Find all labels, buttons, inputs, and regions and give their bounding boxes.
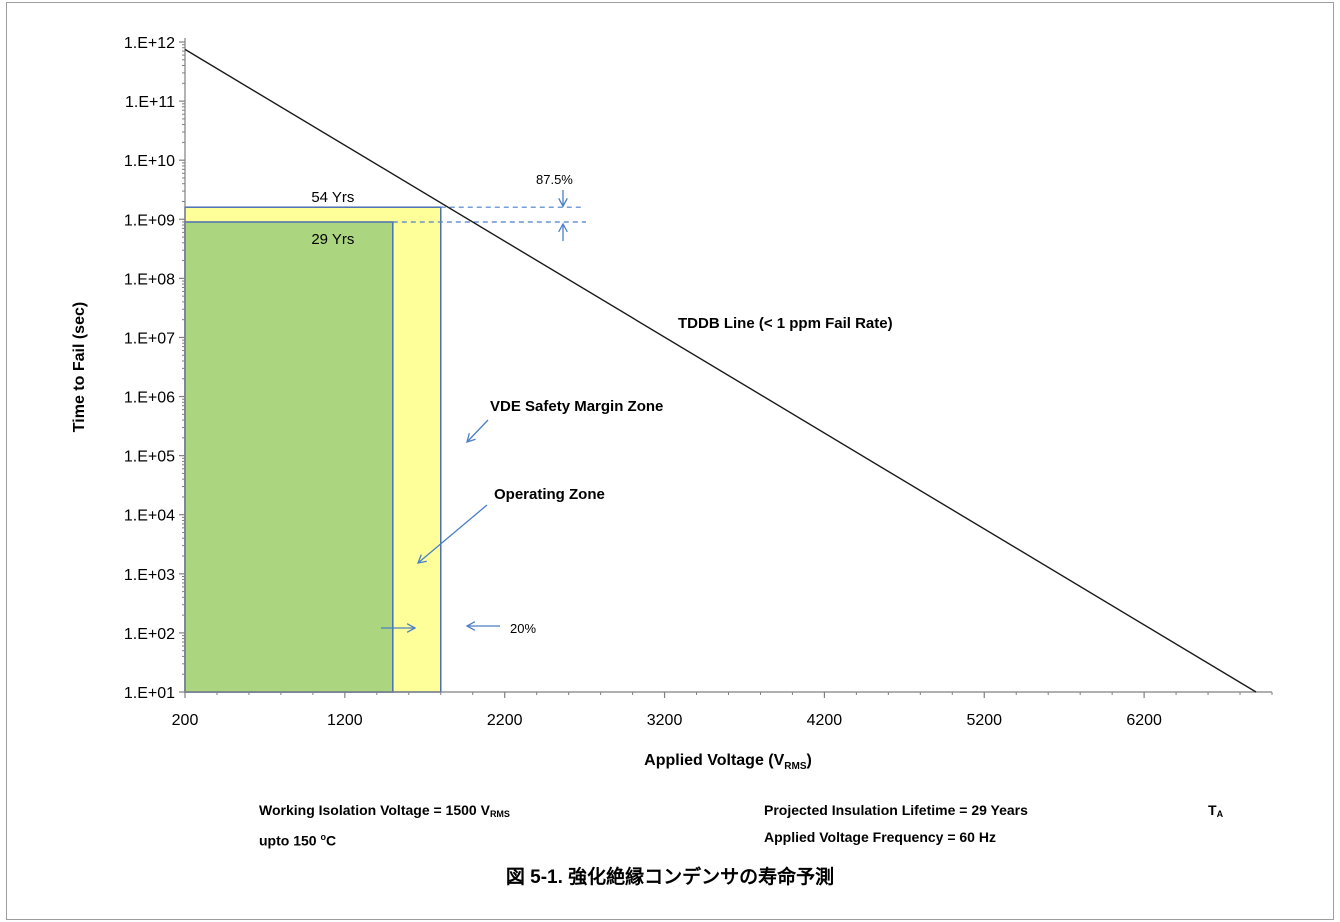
- vde-zone-pointer: [466, 419, 489, 443]
- time-margin-arrow-down-head: [558, 198, 568, 208]
- y-tick-label: 1.E+05: [124, 449, 175, 466]
- x-tick-label: 200: [172, 712, 199, 729]
- x-tick-label: 5200: [966, 712, 1002, 729]
- time-margin-arrow-up-head: [558, 222, 568, 233]
- working-isolation-voltage: Working Isolation Voltage = 1500 VRMS: [259, 802, 510, 819]
- annotation-lines-layer: [381, 190, 586, 633]
- y-tick-label: 1.E+06: [124, 390, 175, 407]
- operating-zone-pointer: [417, 504, 488, 564]
- x-tick-label: 6200: [1126, 712, 1162, 729]
- operating-zone-label: Operating Zone: [494, 486, 605, 503]
- x-tick-label: 1200: [327, 712, 363, 729]
- voltage-frequency: Applied Voltage Frequency = 60 Hz: [764, 829, 996, 845]
- tddb-label: TDDB Line (< 1 ppm Fail Rate): [678, 315, 893, 332]
- temperature-range: upto 150 oC: [259, 832, 337, 849]
- x-tick-label: 2200: [487, 712, 523, 729]
- y-tick-label: 1.E+10: [124, 153, 175, 170]
- y-tick-label: 1.E+03: [124, 567, 175, 584]
- voltage-margin-arrow-right-head: [406, 623, 417, 633]
- labels-layer: 54 Yrs 29 Yrs 1.E+01 1.E+02 1.E+03 1.E+04 1.E+…: [71, 35, 1162, 772]
- voltage-margin-percent: 20%: [510, 621, 536, 636]
- x-tick-label: 4200: [807, 712, 843, 729]
- tddb-line: [184, 48, 1257, 693]
- y-tick-label: 1.E+01: [124, 685, 175, 702]
- chart-frame: [6, 2, 1334, 920]
- ambient-temperature-label: TA: [1208, 802, 1224, 819]
- vde-zone-pointer-head: [466, 433, 476, 443]
- y-axis-title: Time to Fail (sec): [71, 302, 88, 432]
- voltage-margin-arrow-left-head: [465, 621, 476, 631]
- y-tick-label: 1.E+07: [124, 330, 175, 347]
- projected-lifetime: Projected Insulation Lifetime = 29 Years: [764, 802, 1028, 818]
- x-axis-title: Applied Voltage (VRMS): [644, 752, 812, 772]
- y-tick-label: 1.E+08: [124, 271, 175, 288]
- y-tick-label: 1.E+09: [124, 212, 175, 229]
- zone-rect-operating: [184, 221, 394, 693]
- zone-label-operating: 29 Yrs: [311, 231, 354, 248]
- vde-zone-label: VDE Safety Margin Zone: [490, 398, 663, 415]
- figure-caption: 図 5-1. 強化絶縁コンデンサの寿命予測: [505, 867, 835, 888]
- operating-zone-pointer-head: [416, 554, 427, 564]
- zones-layer: [184, 206, 442, 693]
- series-layer: [184, 48, 1257, 693]
- axes-layer: [179, 38, 1273, 698]
- x-tick-label: 3200: [647, 712, 683, 729]
- y-tick-label: 1.E+12: [124, 35, 175, 52]
- y-tick-label: 1.E+04: [124, 508, 175, 525]
- zone-label-safety-margin: 54 Yrs: [311, 189, 354, 206]
- y-tick-label: 1.E+11: [125, 94, 175, 111]
- time-margin-percent: 87.5%: [536, 172, 573, 187]
- y-tick-label: 1.E+02: [124, 626, 175, 643]
